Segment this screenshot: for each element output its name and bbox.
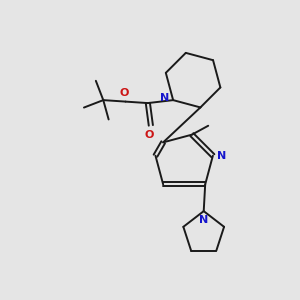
Text: N: N (199, 215, 208, 225)
Text: O: O (145, 130, 154, 140)
Text: N: N (217, 151, 226, 161)
Text: N: N (160, 93, 169, 103)
Text: O: O (119, 88, 129, 98)
